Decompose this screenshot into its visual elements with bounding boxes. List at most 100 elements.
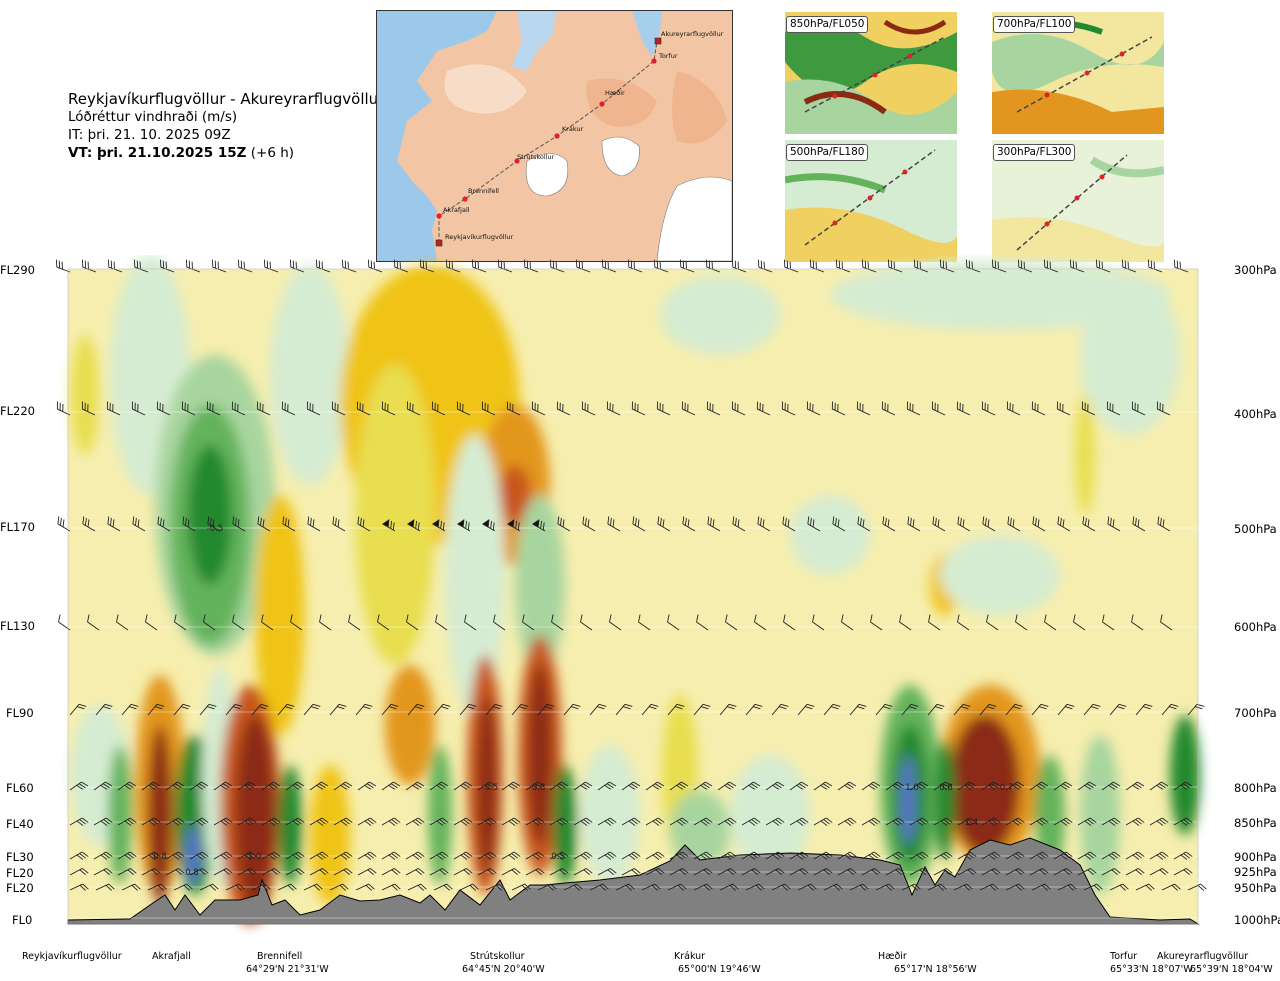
wind-barb bbox=[849, 883, 869, 891]
wind-barb bbox=[285, 851, 305, 860]
waypoint-krakur-coord: 65°00'N 19°46'W bbox=[678, 964, 761, 975]
wind-barb bbox=[453, 817, 473, 826]
wind-barb bbox=[771, 883, 791, 891]
wind-barb bbox=[1125, 851, 1145, 860]
wind-barb bbox=[429, 781, 449, 791]
wind-barb bbox=[189, 781, 209, 791]
wind-barb bbox=[1101, 868, 1121, 876]
wind-barb bbox=[141, 868, 161, 876]
wind-barb bbox=[333, 868, 353, 876]
wind-barb bbox=[907, 516, 921, 532]
wind-barb bbox=[485, 703, 503, 716]
waypoint-strutskollur-coord: 64°45'N 20°40'W bbox=[462, 964, 545, 975]
wind-barb bbox=[333, 781, 353, 791]
wind-barb bbox=[933, 851, 953, 860]
wind-barb bbox=[875, 703, 893, 716]
wind-barb bbox=[117, 781, 137, 791]
wind-barb bbox=[285, 868, 305, 876]
wind-barb bbox=[1069, 259, 1085, 273]
wind-barb bbox=[1149, 851, 1169, 860]
wind-barb bbox=[303, 703, 321, 716]
wind-barb bbox=[641, 883, 661, 891]
wind-barb bbox=[393, 259, 409, 273]
wind-barb bbox=[69, 817, 89, 826]
waypoint-akureyri: Akureyrarflugvöllur bbox=[1157, 951, 1249, 962]
wind-barb bbox=[405, 781, 425, 791]
wind-barb bbox=[1121, 259, 1137, 273]
wind-barb bbox=[597, 781, 617, 791]
wind-barb bbox=[182, 516, 196, 532]
waypoint-torfur-coord: 65°33'N 18°07'W bbox=[1110, 964, 1193, 975]
wind-barb bbox=[237, 851, 257, 860]
wind-barb bbox=[181, 401, 196, 416]
wind-barb bbox=[841, 614, 854, 631]
wind-barb bbox=[531, 401, 546, 416]
wind-barb bbox=[432, 519, 446, 532]
wind-barb bbox=[1135, 883, 1155, 891]
wind-barb bbox=[69, 868, 89, 876]
wind-barb bbox=[913, 259, 929, 273]
wind-barb bbox=[173, 883, 193, 891]
wind-barb bbox=[953, 883, 973, 891]
contour-label: -0.7 bbox=[997, 783, 1014, 793]
wind-barb bbox=[754, 614, 767, 631]
wind-barb bbox=[615, 883, 635, 891]
wind-barb bbox=[1083, 883, 1103, 891]
wind-barb bbox=[1029, 781, 1049, 791]
wind-barb bbox=[1005, 703, 1023, 716]
wind-barb bbox=[707, 516, 721, 532]
wind-barb bbox=[406, 401, 421, 416]
wind-barb bbox=[525, 781, 545, 791]
wind-barb bbox=[906, 401, 921, 416]
wind-barb bbox=[429, 817, 449, 826]
wind-barb bbox=[669, 817, 689, 826]
wind-barb bbox=[765, 851, 785, 860]
wind-barb bbox=[333, 851, 353, 860]
wind-barb bbox=[525, 817, 545, 826]
wind-barb bbox=[405, 851, 425, 860]
wind-barb bbox=[982, 516, 996, 532]
wind-barb bbox=[717, 817, 737, 826]
wind-barb bbox=[861, 259, 877, 273]
wind-barb bbox=[1083, 703, 1101, 716]
wind-barb bbox=[601, 259, 617, 273]
wind-barb bbox=[745, 703, 763, 716]
wind-barb bbox=[69, 883, 89, 891]
wind-barb bbox=[381, 703, 399, 716]
wind-barb bbox=[189, 851, 209, 860]
wind-barb bbox=[1149, 781, 1169, 791]
hpa-label-700: 700hPa bbox=[1234, 706, 1277, 720]
wind-barb bbox=[1077, 817, 1097, 826]
wind-barb bbox=[381, 883, 401, 891]
contour-label: 0.8 bbox=[153, 852, 167, 862]
waypoint-reykjavik: Reykjavíkurflugvöllur bbox=[22, 951, 122, 962]
wind-barb bbox=[329, 703, 347, 716]
fl-label-20a: FL20 bbox=[6, 866, 34, 880]
wind-barb bbox=[857, 516, 871, 532]
wind-barb bbox=[332, 516, 346, 532]
wind-barb bbox=[132, 516, 146, 532]
wind-barb bbox=[382, 519, 396, 532]
wind-barb bbox=[1057, 516, 1071, 532]
wind-barb bbox=[1135, 703, 1153, 716]
wind-barb bbox=[285, 781, 305, 791]
cross-section-chart: -0.5 0.8 0.8 -1.0 -0.5 -0.8 0.5 1.0 0.8 -0.7 -1.4 bbox=[55, 255, 1207, 925]
wind-barb bbox=[159, 259, 175, 273]
wind-barb bbox=[355, 703, 373, 716]
waypoint-haedir: Hæðir bbox=[878, 951, 907, 962]
wind-barb bbox=[261, 851, 281, 860]
wind-barb bbox=[306, 401, 321, 416]
wind-barb bbox=[481, 401, 496, 416]
wind-barb bbox=[979, 703, 997, 716]
panel-850hpa: 850hPa/FL050 bbox=[785, 12, 957, 134]
hpa-label-950: 950hPa bbox=[1234, 881, 1277, 895]
wind-barb bbox=[522, 614, 535, 631]
wind-barb bbox=[887, 259, 903, 273]
wind-barb bbox=[745, 883, 765, 891]
wind-barb bbox=[156, 401, 171, 416]
wind-barb bbox=[225, 883, 245, 891]
wind-barb bbox=[645, 781, 665, 791]
wind-barb bbox=[1101, 817, 1121, 826]
wind-barb bbox=[861, 781, 881, 791]
wind-barb bbox=[823, 883, 843, 891]
